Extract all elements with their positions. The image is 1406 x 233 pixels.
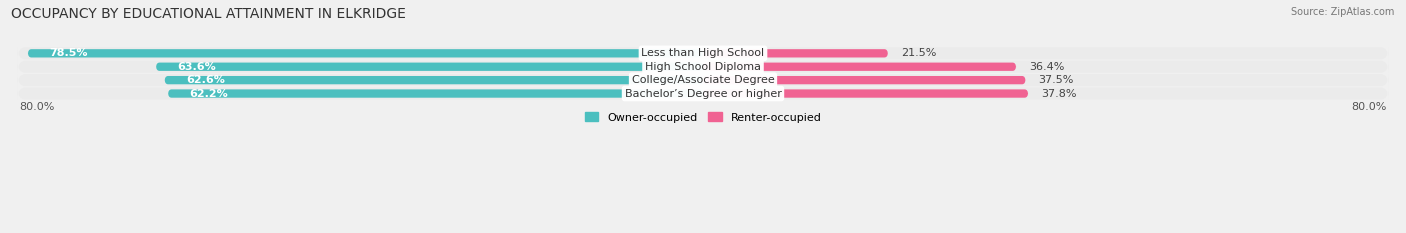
Text: 21.5%: 21.5% bbox=[901, 48, 936, 58]
Text: 80.0%: 80.0% bbox=[20, 102, 55, 112]
Text: 36.4%: 36.4% bbox=[1029, 62, 1064, 72]
FancyBboxPatch shape bbox=[28, 49, 703, 58]
FancyBboxPatch shape bbox=[156, 63, 703, 71]
Text: 62.2%: 62.2% bbox=[190, 89, 228, 99]
FancyBboxPatch shape bbox=[18, 61, 1388, 73]
Text: 62.6%: 62.6% bbox=[186, 75, 225, 85]
Text: College/Associate Degree: College/Associate Degree bbox=[631, 75, 775, 85]
FancyBboxPatch shape bbox=[18, 74, 1388, 86]
Text: Less than High School: Less than High School bbox=[641, 48, 765, 58]
Text: High School Diploma: High School Diploma bbox=[645, 62, 761, 72]
Legend: Owner-occupied, Renter-occupied: Owner-occupied, Renter-occupied bbox=[581, 108, 825, 127]
FancyBboxPatch shape bbox=[169, 89, 703, 98]
FancyBboxPatch shape bbox=[18, 88, 1388, 99]
FancyBboxPatch shape bbox=[18, 47, 1388, 59]
FancyBboxPatch shape bbox=[703, 63, 1017, 71]
Text: 63.6%: 63.6% bbox=[177, 62, 217, 72]
FancyBboxPatch shape bbox=[165, 76, 703, 84]
FancyBboxPatch shape bbox=[703, 89, 1028, 98]
Text: 37.5%: 37.5% bbox=[1039, 75, 1074, 85]
FancyBboxPatch shape bbox=[703, 49, 889, 58]
Text: 80.0%: 80.0% bbox=[1351, 102, 1386, 112]
Text: OCCUPANCY BY EDUCATIONAL ATTAINMENT IN ELKRIDGE: OCCUPANCY BY EDUCATIONAL ATTAINMENT IN E… bbox=[11, 7, 406, 21]
Text: 78.5%: 78.5% bbox=[49, 48, 89, 58]
Text: Bachelor’s Degree or higher: Bachelor’s Degree or higher bbox=[624, 89, 782, 99]
FancyBboxPatch shape bbox=[703, 76, 1025, 84]
Text: Source: ZipAtlas.com: Source: ZipAtlas.com bbox=[1291, 7, 1395, 17]
Text: 37.8%: 37.8% bbox=[1040, 89, 1077, 99]
